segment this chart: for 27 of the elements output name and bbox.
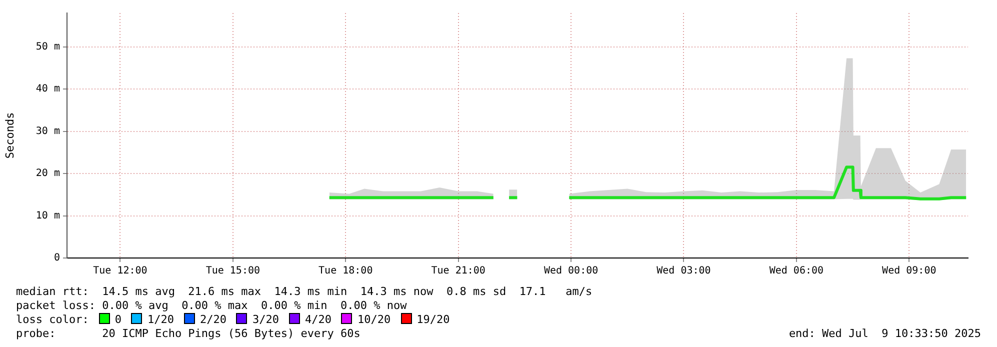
y-tick-label: 0 — [54, 252, 60, 264]
x-tick-label: Wed 06:00 — [769, 266, 824, 277]
text: loss color: — [16, 313, 89, 326]
x-tick-label: Wed 00:00 — [544, 266, 598, 277]
text: probe: 20 ICMP Echo Pings (56 Bytes) every 60s — [16, 327, 360, 340]
x-tick-label: Tue 18:00 — [318, 266, 373, 277]
text: 2/20 — [200, 313, 226, 326]
y-tick-label: 50 m — [36, 41, 60, 52]
y-tick-label: 30 m — [36, 126, 60, 137]
x-tick-label: Wed 09:00 — [882, 266, 936, 277]
text: 0 — [114, 313, 122, 326]
text: 1/20 — [147, 313, 174, 326]
text: 10/20 — [357, 313, 391, 326]
text: median rtt: 14.5 ms avg 21.6 ms max 14.3 ms min 14.3 ms now 0.8 ms sd 17.1 am/s — [16, 285, 592, 298]
text: 19/20 — [416, 313, 450, 326]
text: 4/20 — [304, 313, 332, 326]
y-tick-label: 10 m — [36, 210, 60, 222]
x-tick-label: Wed 03:00 — [656, 266, 711, 277]
y-tick-label: 20 m — [36, 168, 60, 180]
text: 3/20 — [252, 313, 279, 326]
x-tick-label: Tue 12:00 — [93, 266, 148, 277]
text: end: Wed Jul 9 10:33:50 2025 — [788, 327, 981, 340]
x-tick-label: Tue 21:00 — [431, 266, 486, 277]
y-axis-title: Seconds — [3, 112, 16, 159]
text: packet loss: 0.00 % avg 0.00 % max 0.00 % min 0.00 % now — [16, 299, 407, 312]
x-tick-label: Tue 15:00 — [206, 266, 260, 277]
y-tick-label: 40 m — [36, 84, 60, 95]
